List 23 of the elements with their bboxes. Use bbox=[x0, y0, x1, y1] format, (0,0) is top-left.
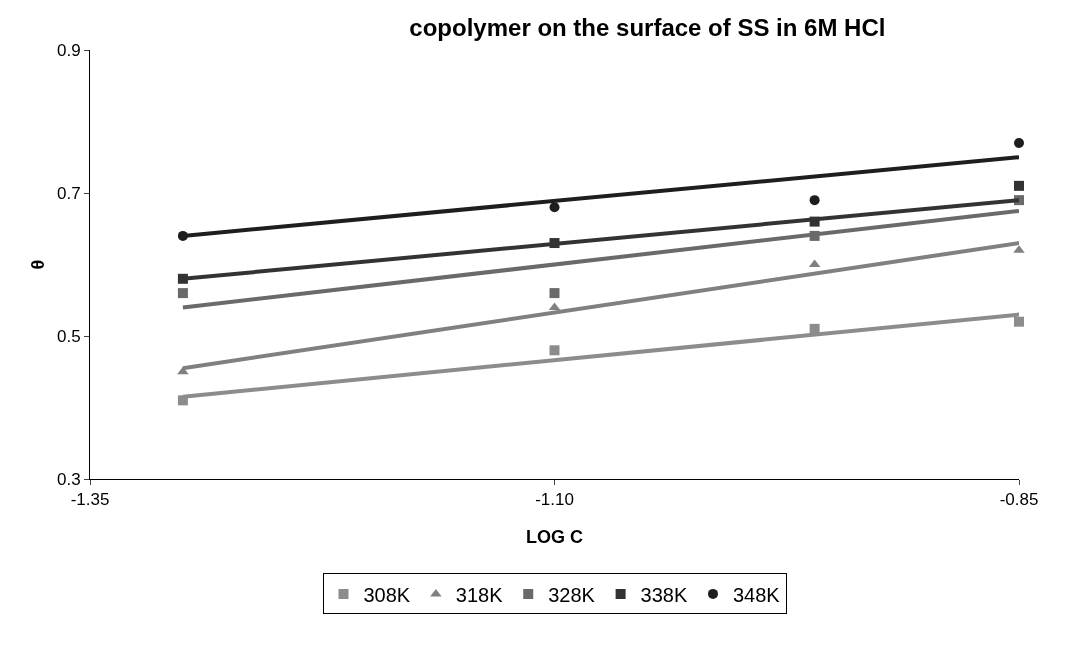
legend-label: 318K bbox=[455, 583, 504, 606]
x-tick-label: -0.85 bbox=[999, 490, 1039, 510]
point bbox=[549, 202, 560, 213]
point bbox=[549, 288, 560, 299]
legend-label: 338K bbox=[640, 583, 688, 606]
chart-title: copolymer on the surface of SS in 6M HCl bbox=[409, 14, 886, 42]
point bbox=[809, 195, 820, 206]
point bbox=[177, 288, 188, 299]
y-tick-label: 0.7 bbox=[56, 183, 81, 203]
y-tick-label: 0.5 bbox=[56, 326, 81, 346]
point bbox=[1014, 180, 1024, 191]
point bbox=[549, 345, 560, 356]
legend-label: 348K bbox=[732, 583, 781, 606]
legend-label: 328K bbox=[548, 583, 596, 606]
y-tick-label: 0.9 bbox=[56, 40, 81, 60]
y-axis-title: θ bbox=[28, 259, 48, 270]
point bbox=[1014, 137, 1024, 148]
point bbox=[1014, 316, 1024, 327]
x-tick-label: -1.35 bbox=[70, 490, 110, 510]
legend-label: 308K bbox=[363, 583, 411, 606]
y-tick-label: 0.3 bbox=[56, 469, 81, 489]
x-tick-label: -1.10 bbox=[535, 490, 574, 510]
x-axis-title: LOG C bbox=[526, 527, 583, 547]
